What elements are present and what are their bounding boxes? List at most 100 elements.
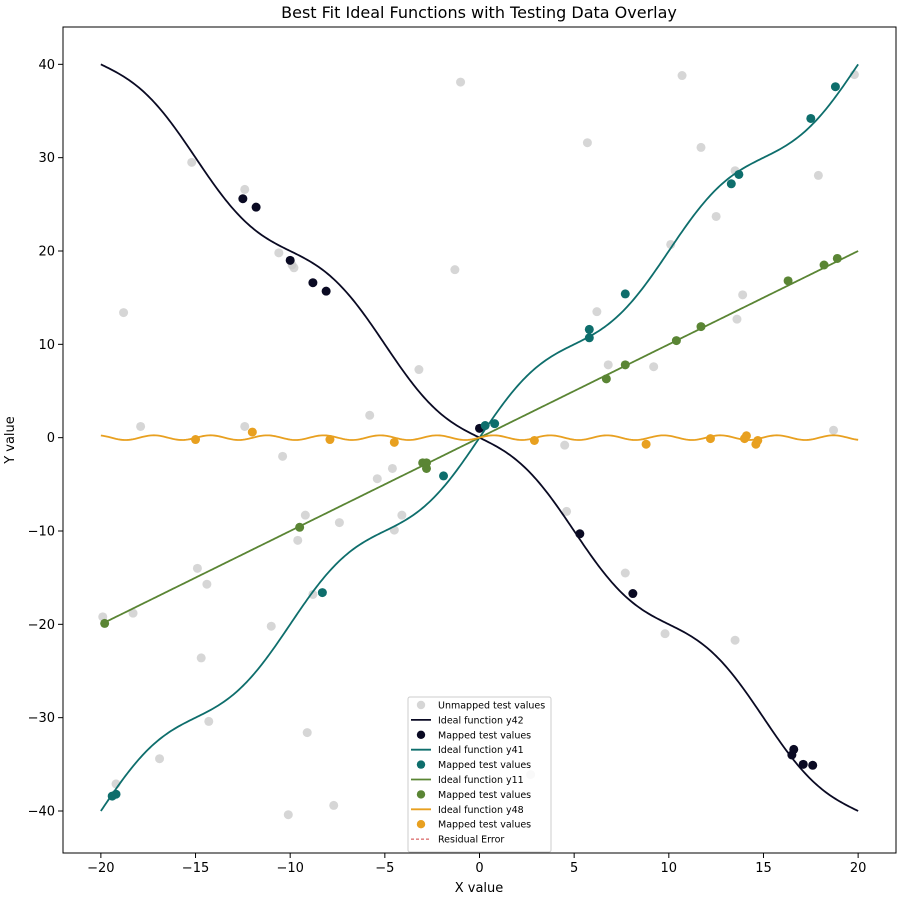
unmapped-point	[274, 248, 284, 258]
unmapped-point	[204, 716, 214, 726]
legend-label: Mapped test values	[438, 790, 531, 801]
legend-marker	[416, 820, 426, 829]
mapped-point-y42	[798, 759, 808, 769]
unmapped-point	[155, 754, 165, 764]
unmapped-point	[813, 170, 823, 180]
unmapped-point	[732, 314, 742, 324]
unmapped-point	[136, 421, 146, 431]
x-tick-label: 10	[661, 861, 678, 876]
unmapped-point	[414, 365, 424, 375]
mapped-point-y11	[671, 336, 681, 346]
legend-label: Unmapped test values	[438, 701, 545, 712]
mapped-point-y48	[705, 434, 715, 444]
mapped-point-y11	[620, 360, 630, 370]
y-tick-label: 20	[38, 245, 55, 260]
y-axis-title: Y value	[3, 416, 18, 465]
unmapped-point	[334, 518, 344, 528]
mapped-point-y11	[295, 522, 305, 532]
mapped-point-y11	[100, 618, 110, 628]
legend-residual: Residual Error	[411, 835, 504, 846]
legend-mapped-y42: Mapped test values	[416, 730, 531, 741]
mapped-point-y41	[317, 588, 327, 598]
mapped-point-y11	[783, 276, 793, 286]
unmapped-point	[450, 265, 460, 275]
legend-label: Ideal function y48	[438, 805, 524, 816]
mapped-point-y48	[529, 435, 539, 445]
mapped-point-y42	[787, 750, 797, 760]
legend-marker	[416, 790, 426, 799]
ideal-function-line-y48	[100, 434, 859, 441]
unmapped-point	[387, 463, 397, 473]
mapped-point-y42	[808, 760, 818, 770]
mapped-point-y42	[238, 194, 248, 204]
legend-box	[407, 696, 552, 853]
unmapped-point	[128, 608, 138, 618]
unmapped-point	[592, 307, 602, 317]
unmapped-point	[196, 653, 206, 663]
y-tick-label: −40	[28, 805, 55, 820]
legend-mapped-y41: Mapped test values	[416, 760, 531, 771]
unmapped-point	[620, 568, 630, 578]
mapped-point-y41	[806, 113, 816, 123]
unmapped-point	[300, 510, 310, 520]
unmapped-point	[302, 728, 312, 738]
legend-line-y11: Ideal function y11	[411, 775, 524, 786]
y-tick-label: 40	[38, 58, 55, 73]
unmapped-point	[289, 263, 299, 273]
legend-label: Ideal function y11	[438, 775, 524, 786]
unmapped-point	[365, 410, 375, 420]
x-tick-label: 5	[570, 861, 578, 876]
unmapped-point	[660, 629, 670, 639]
mapped-point-y48	[191, 435, 201, 445]
mapped-point-y41	[490, 419, 500, 429]
mapped-point-y11	[832, 253, 842, 263]
unmapped-point	[603, 360, 613, 370]
unmapped-point	[649, 362, 659, 372]
unmapped-point	[187, 157, 197, 167]
legend-label: Ideal function y42	[438, 715, 524, 726]
mapped-point-y48	[247, 427, 257, 437]
legend-label: Residual Error	[438, 835, 504, 846]
unmapped-point	[456, 77, 466, 87]
mapped-point-y41	[584, 333, 594, 343]
legend-label: Mapped test values	[438, 820, 531, 831]
unmapped-point	[696, 142, 706, 152]
unmapped-point	[372, 474, 382, 484]
x-tick-label: −20	[87, 861, 114, 876]
mapped-point-y42	[575, 529, 585, 539]
y-tick-label: 30	[38, 151, 55, 166]
legend: Unmapped test values Ideal function y42 Ma…	[407, 696, 552, 853]
unmapped-point	[582, 138, 592, 148]
mapped-point-y11	[696, 322, 706, 332]
unmapped-point	[240, 421, 250, 431]
mapped-point-y41	[620, 289, 630, 299]
unmapped-point	[119, 308, 129, 318]
x-tick-label: −5	[375, 861, 394, 876]
unmapped-point	[202, 579, 212, 589]
unmapped-point	[730, 635, 740, 645]
unmapped-point	[283, 810, 293, 820]
mapped-point-y42	[321, 286, 331, 296]
legend-marker	[416, 700, 426, 710]
mapped-point-y48	[325, 435, 335, 445]
mapped-point-y41	[584, 324, 594, 334]
unmapped-point	[397, 510, 407, 520]
unmapped-point	[560, 440, 570, 450]
y-tick-label: 0	[47, 431, 55, 446]
unmapped-point	[829, 425, 839, 435]
unmapped-point	[192, 563, 202, 573]
mapped-point-y42	[308, 278, 318, 288]
unmapped-point	[738, 290, 748, 300]
y-tick-label: −20	[28, 618, 55, 633]
mapped-point-y42	[285, 255, 295, 265]
y-tick-label: 10	[38, 338, 55, 353]
mapped-point-y41	[726, 179, 736, 189]
x-tick-label: 15	[755, 861, 772, 876]
x-tick-label: −10	[276, 861, 303, 876]
unmapped-point	[329, 800, 339, 810]
chart-title: Best Fit Ideal Functions with Testing Da…	[281, 3, 677, 22]
mapped-point-y41	[830, 82, 840, 92]
mapped-point-y41	[111, 789, 121, 799]
legend-unmapped: Unmapped test values	[416, 700, 545, 712]
